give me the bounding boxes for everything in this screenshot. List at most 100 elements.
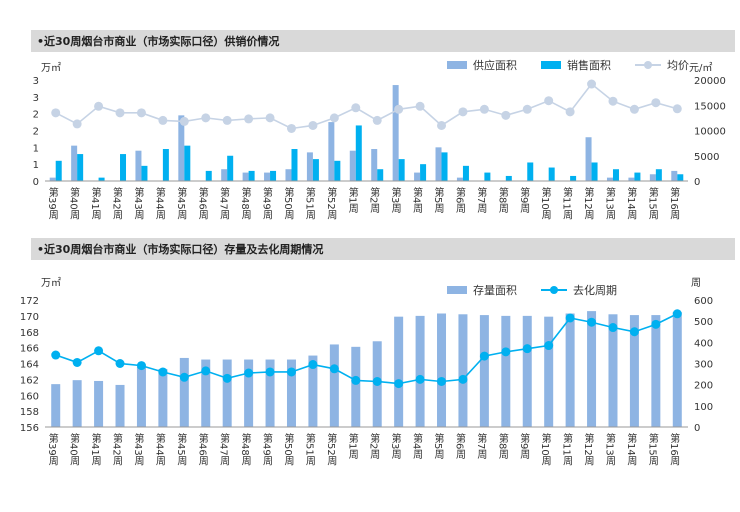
category-label: 第42周 (111, 432, 123, 467)
left-tick-label: 156 (20, 423, 39, 434)
bar (136, 366, 146, 427)
data-point (437, 376, 447, 386)
bar (456, 177, 463, 181)
left-tick-label: 1 (33, 143, 39, 154)
data-point (329, 364, 339, 374)
bar (285, 169, 292, 181)
bar (441, 152, 448, 181)
bar (629, 315, 639, 427)
legend-label: 均价 (667, 59, 689, 72)
data-point (629, 104, 639, 114)
data-point (544, 96, 554, 106)
category-label: 第43周 (132, 186, 144, 221)
bar (544, 316, 554, 427)
legend-swatch (447, 286, 467, 294)
left-tick-label: 166 (20, 344, 39, 355)
right-tick-label: 200 (694, 381, 713, 392)
category-label: 第6周 (453, 432, 465, 460)
section-header-supply-sales-price: •近30周烟台市商业（市场实际口径）供销价情况 (31, 30, 735, 52)
bar (591, 162, 598, 181)
data-point (372, 376, 382, 386)
bar (179, 357, 189, 427)
data-point (629, 327, 639, 337)
bar (527, 162, 534, 181)
category-label: 第45周 (175, 432, 187, 467)
left-axis-unit: 万㎡ (41, 277, 61, 289)
bar (328, 122, 335, 181)
data-point (222, 373, 232, 383)
bar (51, 384, 61, 427)
bar (612, 169, 619, 181)
stock-cycle-chart: 156 158 160 162 164 166 168 170 172 0 100 200 300 400… (20, 277, 713, 467)
section-title: •近30周烟台市商业（市场实际口径）供销价情况 (37, 35, 280, 48)
data-point (587, 79, 597, 89)
data-point (351, 103, 361, 113)
legend-swatch (541, 61, 561, 69)
series-line (55, 313, 678, 385)
category-label: 第40周 (68, 432, 80, 467)
bar (55, 160, 62, 181)
category-label: 第40周 (68, 186, 80, 221)
bar (244, 359, 254, 427)
bar (651, 315, 661, 427)
data-point (458, 107, 468, 117)
data-point (201, 366, 211, 376)
bar (655, 169, 662, 181)
category-label: 第39周 (46, 432, 58, 467)
data-point (94, 101, 104, 111)
data-point (158, 115, 168, 125)
data-point (179, 372, 189, 382)
category-label: 第1周 (346, 432, 358, 460)
data-point (51, 350, 61, 360)
data-point (372, 115, 382, 125)
data-point (179, 116, 189, 126)
category-label: 第50周 (282, 432, 294, 467)
right-tick-label: 15000 (694, 101, 726, 112)
bar (248, 170, 255, 181)
left-tick-label: 172 (20, 296, 39, 307)
bar (587, 311, 597, 427)
category-label: 第12周 (582, 186, 594, 221)
category-label: 第44周 (153, 432, 165, 467)
data-point (51, 108, 61, 118)
category-label: 第52周 (325, 432, 337, 467)
category-label: 第48周 (239, 432, 251, 467)
left-tick-label: 1 (33, 160, 39, 171)
bar (548, 167, 555, 181)
data-point (501, 347, 511, 357)
legend-label: 存量面积 (473, 283, 517, 297)
data-point (458, 374, 468, 384)
right-axis-unit: 周 (691, 277, 701, 289)
right-tick-label: 10000 (694, 127, 726, 138)
category-label: 第5周 (432, 432, 444, 460)
legend-marker (550, 286, 558, 294)
bar (671, 170, 678, 181)
bar (377, 169, 384, 181)
left-tick-label: 160 (20, 391, 39, 402)
bar (634, 172, 641, 181)
category-label: 第2周 (368, 186, 380, 214)
bar (329, 344, 339, 427)
category-label: 第10周 (539, 186, 551, 221)
left-tick-label: 168 (20, 328, 39, 339)
bar (120, 154, 127, 181)
section-header-stock-cycle: •近30周烟台市商业（市场实际口径）存量及去化周期情况 (31, 238, 735, 260)
data-point (565, 313, 575, 323)
bar (158, 369, 168, 427)
data-point (286, 123, 296, 133)
bar (221, 169, 228, 181)
bar (649, 174, 656, 181)
bar (291, 149, 298, 181)
bar (501, 315, 511, 427)
data-point (136, 361, 146, 371)
category-label: 第7周 (475, 432, 487, 460)
bar (227, 155, 234, 181)
data-point (351, 375, 361, 385)
bar (570, 175, 577, 181)
category-label: 第4周 (411, 186, 423, 214)
bar (135, 150, 142, 181)
right-axis-unit: 元/㎡ (689, 62, 712, 74)
bar (312, 159, 319, 181)
bar (334, 160, 341, 181)
bar (484, 172, 491, 181)
